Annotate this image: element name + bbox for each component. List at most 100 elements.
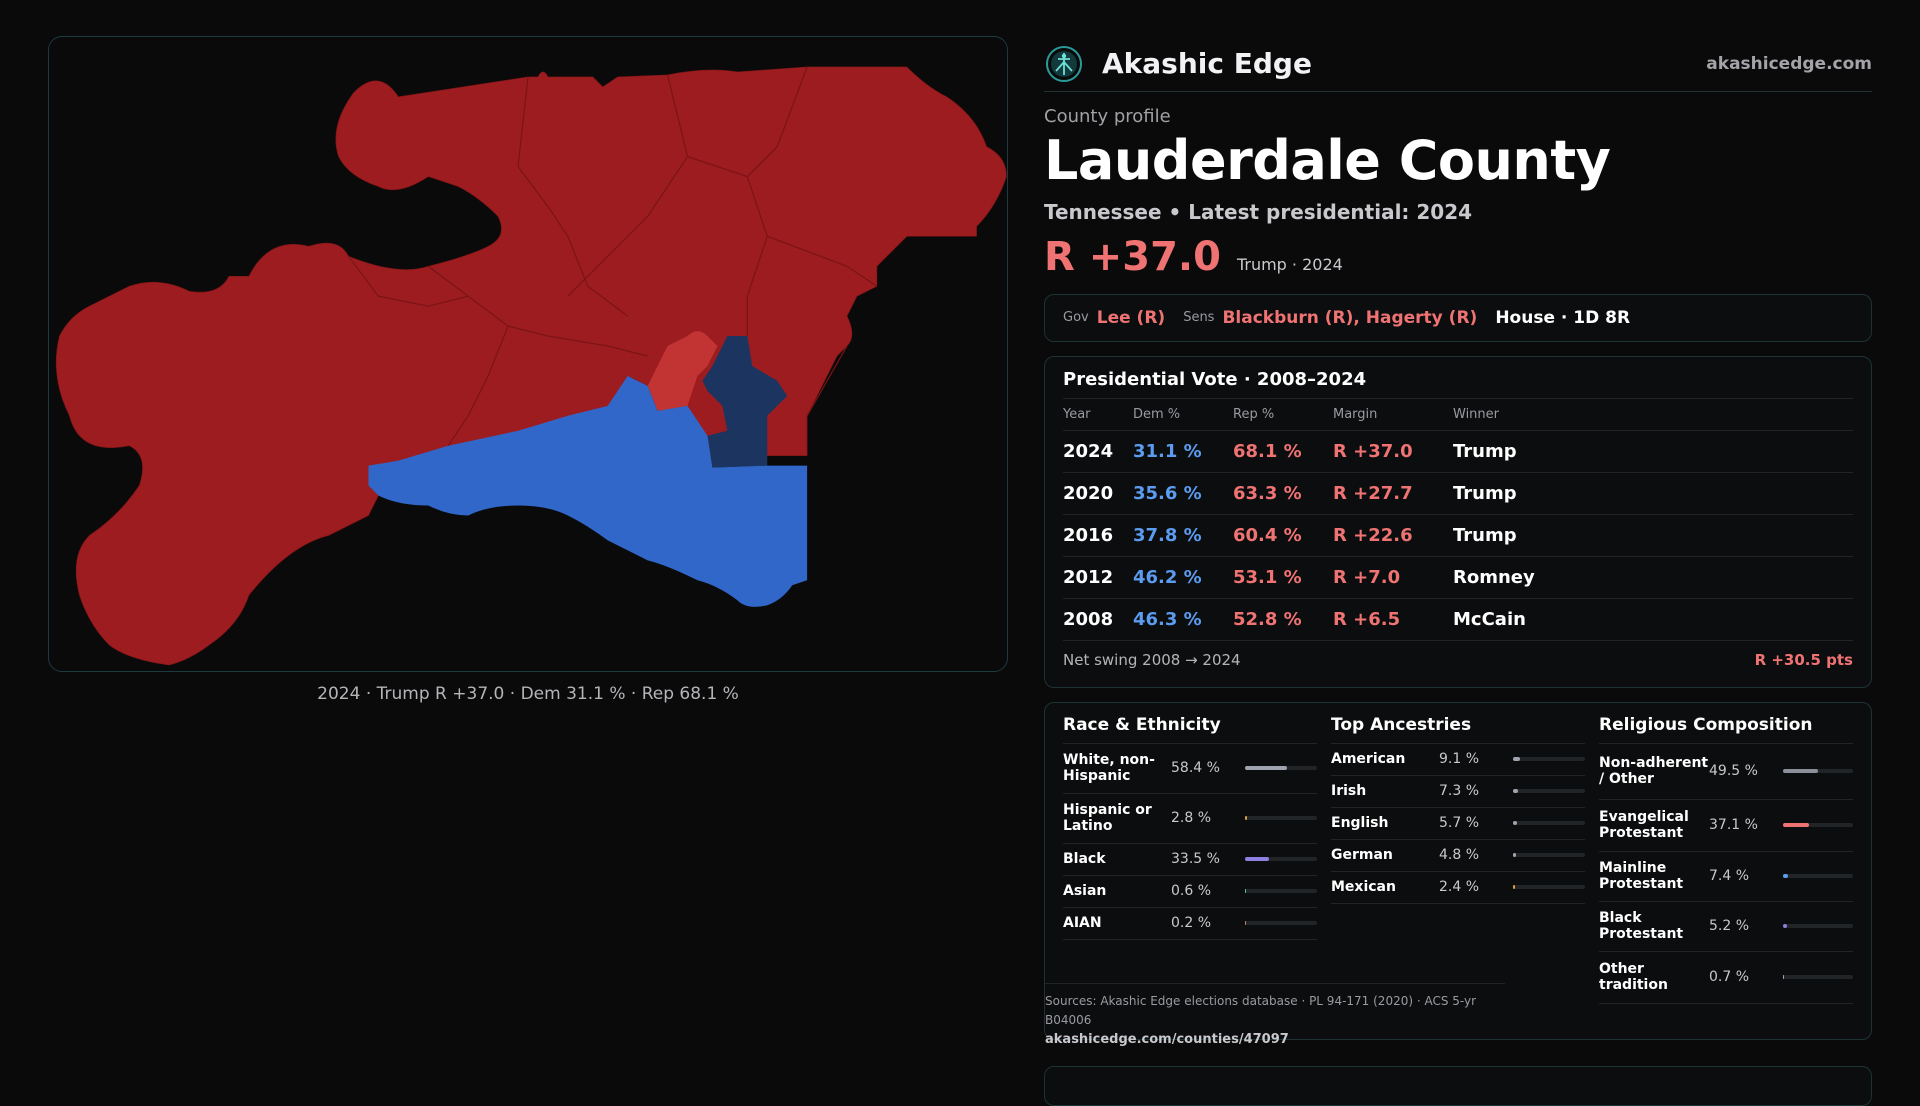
precinct-dem-dark[interactable] xyxy=(702,336,788,468)
precinct-rep-light[interactable] xyxy=(647,331,718,411)
race-label: Asian xyxy=(1063,883,1107,900)
religion-bar xyxy=(1783,823,1853,828)
vote-cell-dem: 37.8 % xyxy=(1133,524,1202,546)
officials-bar: Gov Lee (R) Sens Blackburn (R), Hagerty … xyxy=(1044,293,1872,342)
votes-table-header: Year Dem % Rep % Margin Winner xyxy=(1063,399,1853,431)
ancestry-pct: 9.1 % xyxy=(1439,751,1480,768)
religion-row: Other tradition 0.7 % xyxy=(1599,952,1853,1004)
race-label: AIAN xyxy=(1063,915,1102,932)
ancestry-row: English 5.7 % xyxy=(1331,808,1585,840)
vote-cell-rep: 52.8 % xyxy=(1233,608,1302,630)
race-bar-fill xyxy=(1245,766,1288,771)
sources-text: Sources: Akashic Edge elections database… xyxy=(1045,993,1477,1027)
precinct-map-svg[interactable] xyxy=(49,37,1007,671)
map-caption: 2024 · Trump R +37.0 · Dem 31.1 % · Rep … xyxy=(317,684,739,704)
race-bar xyxy=(1245,889,1317,894)
county-map[interactable] xyxy=(48,36,1008,672)
vote-cell-margin: R +6.5 xyxy=(1333,608,1401,630)
precinct-rep-main[interactable] xyxy=(55,66,1007,666)
brand-name[interactable]: Akashic Edge xyxy=(1102,47,1312,80)
county-url-link[interactable]: akashicedge.com/counties/47097 xyxy=(1045,1032,1289,1048)
gov-label: Gov xyxy=(1063,310,1089,326)
ancestry-pct: 5.7 % xyxy=(1439,815,1480,832)
ancestry-row: Mexican 2.4 % xyxy=(1331,872,1585,904)
religion-bar xyxy=(1783,769,1853,774)
religion-bar-fill xyxy=(1783,924,1787,929)
race-pct: 0.6 % xyxy=(1171,883,1212,900)
vote-row[interactable]: 2020 35.6 % 63.3 % R +27.7 Trump xyxy=(1063,473,1853,515)
race-label: White, non-Hispanic xyxy=(1063,752,1155,785)
col-year: Year xyxy=(1063,406,1091,422)
vote-cell-year: 2020 xyxy=(1063,482,1114,504)
ancestry-title: Top Ancestries xyxy=(1331,715,1585,744)
county-profile-panel: Akashic Edge akashicedge.com County prof… xyxy=(1044,36,1872,1106)
race-bar-fill xyxy=(1245,889,1247,894)
precinct-dem-main[interactable] xyxy=(368,375,808,607)
ancestry-pct: 4.8 % xyxy=(1439,847,1480,864)
vote-cell-year: 2016 xyxy=(1063,524,1114,546)
col-margin: Margin xyxy=(1333,406,1378,422)
race-pct: 0.2 % xyxy=(1171,915,1212,932)
vote-row[interactable]: 2016 37.8 % 60.4 % R +22.6 Trump xyxy=(1063,515,1853,557)
next-card-partial xyxy=(1044,1066,1872,1106)
vote-cell-winner: Trump xyxy=(1453,482,1517,504)
brand-url-link[interactable]: akashicedge.com xyxy=(1706,53,1872,74)
presidential-vote-card: Presidential Vote · 2008–2024 Year Dem %… xyxy=(1044,355,1872,688)
margin-note: Trump · 2024 xyxy=(1236,254,1343,274)
net-swing-row: Net swing 2008 → 2024 R +30.5 pts xyxy=(1063,641,1853,679)
swing-value: R +30.5 pts xyxy=(1754,650,1853,669)
headline-margin: R +37.0 Trump · 2024 xyxy=(1044,234,1872,280)
religion-label: Other tradition xyxy=(1599,961,1668,994)
ancestry-bar-fill xyxy=(1513,757,1520,762)
swing-label: Net swing 2008 → 2024 xyxy=(1063,650,1241,669)
race-pct: 33.5 % xyxy=(1171,851,1220,868)
ancestry-row: German 4.8 % xyxy=(1331,840,1585,872)
margin-value: R +37.0 xyxy=(1044,233,1221,280)
ancestry-bar xyxy=(1513,821,1585,826)
religion-pct: 7.4 % xyxy=(1709,868,1750,885)
vote-cell-rep: 53.1 % xyxy=(1233,566,1302,588)
race-row: Hispanic or Latino 2.8 % xyxy=(1063,794,1317,844)
akashic-logo-icon[interactable] xyxy=(1044,44,1084,84)
vote-row[interactable]: 2012 46.2 % 53.1 % R +7.0 Romney xyxy=(1063,557,1853,599)
ancestry-pct: 7.3 % xyxy=(1439,783,1480,800)
vote-cell-dem: 46.2 % xyxy=(1133,566,1202,588)
religion-pct: 5.2 % xyxy=(1709,918,1750,935)
ancestry-label: Mexican xyxy=(1331,879,1396,896)
race-row: AIAN 0.2 % xyxy=(1063,908,1317,940)
col-rep: Rep % xyxy=(1233,406,1275,422)
race-title: Race & Ethnicity xyxy=(1063,715,1317,744)
ancestry-bar xyxy=(1513,789,1585,794)
race-label: Hispanic or Latino xyxy=(1063,802,1152,835)
race-bar-fill xyxy=(1245,816,1248,821)
vote-row[interactable]: 2024 31.1 % 68.1 % R +37.0 Trump xyxy=(1063,431,1853,473)
race-row: White, non-Hispanic 58.4 % xyxy=(1063,744,1317,794)
vote-cell-year: 2008 xyxy=(1063,608,1114,630)
religion-row: Mainline Protestant 7.4 % xyxy=(1599,852,1853,902)
demographics-card: Race & Ethnicity White, non-Hispanic 58.4… xyxy=(1044,701,1872,1047)
ancestry-bar xyxy=(1513,885,1585,890)
religion-row: Evangelical Protestant 37.1 % xyxy=(1599,800,1853,852)
vote-cell-winner: McCain xyxy=(1453,608,1526,630)
senators: Blackburn (R), Hagerty (R) xyxy=(1222,307,1478,328)
vote-cell-winner: Trump xyxy=(1453,524,1517,546)
vote-cell-dem: 46.3 % xyxy=(1133,608,1202,630)
precinct-boundaries xyxy=(348,66,878,447)
race-row: Black 33.5 % xyxy=(1063,844,1317,876)
page-kicker: County profile xyxy=(1044,106,1171,127)
religion-bar-fill xyxy=(1783,769,1818,774)
race-row: Asian 0.6 % xyxy=(1063,876,1317,908)
governor: Lee (R) xyxy=(1096,307,1166,328)
religion-pct: 49.5 % xyxy=(1709,763,1758,780)
vote-row[interactable]: 2008 46.3 % 52.8 % R +6.5 McCain xyxy=(1063,599,1853,641)
religion-pct: 0.7 % xyxy=(1709,969,1750,986)
vote-cell-rep: 60.4 % xyxy=(1233,524,1302,546)
race-bar xyxy=(1245,921,1317,926)
vote-cell-margin: R +27.7 xyxy=(1333,482,1413,504)
ancestry-bar-fill xyxy=(1513,821,1518,826)
vote-cell-year: 2024 xyxy=(1063,440,1114,462)
religion-title: Religious Composition xyxy=(1599,715,1853,744)
vote-cell-rep: 63.3 % xyxy=(1233,482,1302,504)
race-pct: 2.8 % xyxy=(1171,810,1212,827)
religion-column: Religious Composition Non-adherent / Oth… xyxy=(1599,715,1853,1004)
